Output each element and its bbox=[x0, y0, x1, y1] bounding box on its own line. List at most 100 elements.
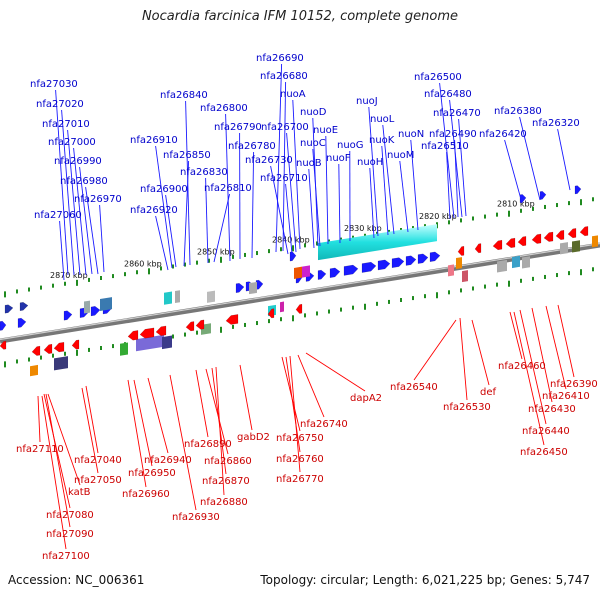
gene-callout-line bbox=[275, 63, 283, 253]
gene-label-nfa27110: nfa27110 bbox=[16, 444, 64, 455]
feature-block bbox=[100, 297, 112, 311]
gene-label-nfa27100: nfa27100 bbox=[42, 551, 90, 562]
gene-label-nuoG: nuoG bbox=[337, 140, 364, 151]
gene-callout-line bbox=[557, 304, 575, 378]
lower-track-tick bbox=[508, 280, 510, 287]
forward-gene-arrow bbox=[343, 264, 359, 276]
gene-label-nfa26470: nfa26470 bbox=[433, 108, 481, 119]
feature-block bbox=[462, 270, 468, 283]
feature-block bbox=[456, 257, 462, 270]
lower-track-tick bbox=[232, 324, 234, 329]
gene-callout-line bbox=[509, 311, 523, 360]
gene-callout-line bbox=[286, 132, 297, 253]
gene-callout-line bbox=[413, 319, 457, 381]
gene-label-nfa26980: nfa26980 bbox=[60, 176, 108, 187]
gene-callout-line bbox=[41, 395, 67, 550]
gene-callout-line bbox=[513, 311, 545, 446]
gene-label-nfa26390: nfa26390 bbox=[550, 379, 598, 390]
gene-callout-line bbox=[155, 215, 169, 271]
gene-callout-line bbox=[325, 135, 329, 245]
reverse-gene-arrow bbox=[53, 342, 65, 353]
lower-track-tick bbox=[316, 311, 318, 316]
gene-label-nfa26440: nfa26440 bbox=[522, 426, 570, 437]
lower-track-tick bbox=[400, 298, 402, 302]
upper-track-tick bbox=[208, 258, 210, 263]
feature-block bbox=[512, 255, 520, 269]
topology-summary: Topology: circular; Length: 6,021,225 bp… bbox=[260, 573, 590, 587]
gene-callout-line bbox=[205, 368, 229, 455]
feature-block bbox=[302, 265, 310, 278]
gene-label-nfa26460: nfa26460 bbox=[498, 361, 546, 372]
lower-track-tick bbox=[376, 301, 378, 306]
gene-label-nfa26880: nfa26880 bbox=[200, 497, 248, 508]
upper-track-tick bbox=[112, 274, 114, 279]
gene-label-nuoN: nuoN bbox=[398, 129, 424, 140]
gene-label-nfa26540: nfa26540 bbox=[390, 382, 438, 393]
gene-callout-line bbox=[531, 307, 553, 403]
gene-label-nfa26690: nfa26690 bbox=[256, 53, 304, 64]
lower-track-tick bbox=[472, 286, 474, 291]
upper-track-tick bbox=[532, 206, 534, 211]
upper-track-tick bbox=[268, 249, 270, 254]
lower-track-tick bbox=[112, 344, 114, 349]
gene-callout-line bbox=[519, 116, 541, 201]
forward-gene-arrow bbox=[317, 269, 327, 280]
lower-track-tick bbox=[184, 332, 186, 337]
gene-label-nfa26900: nfa26900 bbox=[140, 184, 188, 195]
reverse-gene-arrow bbox=[225, 314, 239, 325]
gene-callout-line bbox=[59, 220, 65, 281]
gene-callout-line bbox=[471, 319, 490, 386]
ruler-label: 2830 kbp bbox=[344, 224, 382, 233]
lower-track-tick bbox=[16, 359, 18, 364]
gene-callout-line bbox=[37, 395, 41, 443]
lower-track-tick bbox=[220, 326, 222, 333]
lower-track-tick bbox=[448, 290, 450, 295]
lower-track-tick bbox=[364, 303, 366, 310]
gene-label-nfa26990: nfa26990 bbox=[54, 156, 102, 167]
upper-track-tick bbox=[316, 241, 318, 246]
lower-track-tick bbox=[532, 276, 534, 281]
forward-gene-arrow bbox=[429, 251, 441, 262]
gene-callout-line bbox=[215, 366, 225, 496]
lower-track-tick bbox=[388, 299, 390, 304]
gene-callout-line bbox=[439, 82, 455, 219]
gene-callout-line bbox=[519, 309, 547, 425]
lower-track-tick bbox=[88, 347, 90, 352]
upper-track-tick bbox=[124, 272, 126, 277]
reverse-gene-arrow bbox=[43, 343, 53, 354]
lower-track-tick bbox=[436, 292, 438, 299]
upper-track-tick bbox=[448, 220, 450, 225]
lower-track-tick bbox=[424, 294, 426, 299]
gene-label-nfa26800: nfa26800 bbox=[200, 103, 248, 114]
upper-track-tick bbox=[64, 281, 66, 286]
forward-gene-arrow bbox=[417, 253, 429, 264]
feature-block bbox=[294, 266, 302, 279]
gene-label-nuoF: nuoF bbox=[326, 153, 351, 164]
lower-track-tick bbox=[412, 296, 414, 301]
reverse-gene-arrow bbox=[517, 236, 527, 247]
gene-callout-line bbox=[85, 186, 99, 275]
feature-block bbox=[120, 342, 128, 356]
upper-track-tick bbox=[304, 243, 306, 248]
gene-label-nfa26890: nfa26890 bbox=[184, 439, 232, 450]
gene-callout-line bbox=[381, 145, 389, 236]
feature-block bbox=[497, 259, 507, 273]
upper-track-tick bbox=[568, 201, 570, 206]
upper-track-tick bbox=[520, 208, 522, 213]
upper-track-tick bbox=[580, 199, 582, 206]
upper-track-tick bbox=[28, 287, 30, 292]
gene-label-nuoE: nuoE bbox=[313, 125, 338, 136]
gene-callout-line bbox=[399, 160, 409, 233]
gene-label-nuoH: nuoH bbox=[357, 157, 383, 168]
reverse-gene-arrow bbox=[155, 325, 167, 336]
lower-track-tick bbox=[292, 315, 294, 322]
reverse-gene-arrow bbox=[555, 230, 565, 240]
gene-callout-line bbox=[165, 194, 177, 268]
ruler-label: 2870 kbp bbox=[50, 271, 88, 280]
feature-block bbox=[249, 281, 257, 295]
gene-label-nfa26710: nfa26710 bbox=[260, 173, 308, 184]
reverse-gene-arrow bbox=[457, 246, 465, 256]
gene-callout-line bbox=[81, 387, 99, 474]
gene-callout-line bbox=[557, 128, 571, 191]
lower-track-tick bbox=[580, 269, 582, 276]
